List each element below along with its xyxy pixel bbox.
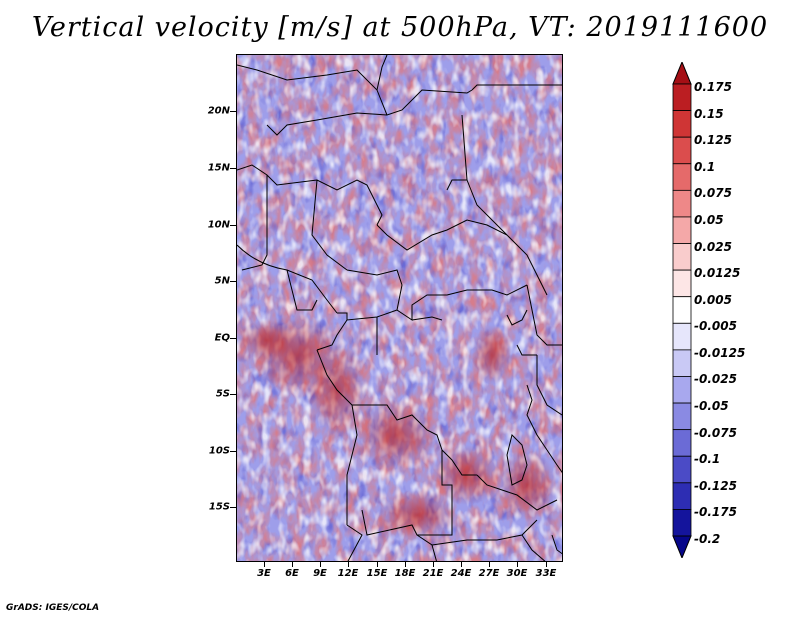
colorbar-label: 0.025 [694,239,732,254]
longitude-tick [377,562,378,567]
longitude-label-3e: 3E [257,568,271,579]
longitude-label-6e: 6E [285,568,299,579]
longitude-label-15e: 15E [366,568,388,579]
latitude-tick [230,111,236,112]
longitude-tick [461,562,462,567]
colorbar-segment [672,402,692,431]
colorbar-label: 0.125 [694,133,732,148]
colorbar-label: -0.075 [694,425,737,440]
grads-credit: GrADS: IGES/COLA [6,603,100,613]
colorbar-label: -0.125 [694,478,737,493]
latitude-label-10s: 10S [208,445,230,457]
colorbar-segment [672,509,692,537]
colorbar-segment [672,136,692,165]
colorbar-label: 0.175 [694,80,732,94]
latitude-tick [230,394,236,395]
latitude-label-10n: 10N [207,219,230,231]
colorbar-label: -0.0125 [694,345,746,360]
longitude-label-12e: 12E [337,568,359,579]
latitude-label-5n: 5N [214,275,230,287]
longitude-label-18e: 18E [394,568,416,579]
longitude-label-24e: 24E [450,568,472,579]
map-plot-area [236,54,563,562]
latitude-tick [230,225,236,226]
longitude-tick [292,562,293,567]
colorbar-label: 0.005 [694,292,732,307]
colorbar-segment [672,376,692,404]
colorbar-label: 0.1 [694,159,716,174]
colorbar-segment [672,83,692,111]
latitude-tick [230,451,236,452]
colorbar-segment [672,455,692,484]
colorbar-bottom-arrow [672,535,692,558]
longitude-tick [405,562,406,567]
longitude-tick [517,562,518,567]
colorbar-segment [672,216,692,244]
colorbar-segment [672,322,692,351]
colorbar-segment [672,269,692,298]
colorbar-segment [672,243,692,271]
longitude-label-30e: 30E [506,568,528,579]
colorbar-label: 0.075 [694,186,732,201]
longitude-label-9e: 9E [313,568,327,579]
vertical-velocity-field [237,55,562,561]
longitude-label-27e: 27E [478,568,500,579]
colorbar-label: 0.15 [694,106,724,121]
latitude-label-15n: 15N [207,162,230,174]
latitude-tick [230,507,236,508]
longitude-label-21e: 21E [422,568,444,579]
longitude-tick [348,562,349,567]
latitude-tick [230,338,236,339]
colorbar-label: -0.025 [694,372,737,387]
colorbar-segment [672,482,692,510]
longitude-tick [320,562,321,567]
latitude-tick [230,281,236,282]
longitude-tick [264,562,265,567]
colorbar-label: -0.05 [694,399,729,414]
colorbar-label: 0.05 [694,212,724,227]
colorbar-label: -0.2 [694,532,721,546]
colorbar-label: -0.1 [694,452,721,467]
longitude-tick [546,562,547,567]
colorbar [672,62,692,558]
colorbar-label: -0.175 [694,505,737,520]
colorbar-segment [672,429,692,457]
latitude-label-eq: EQ [214,332,230,344]
latitude-label-20n: 20N [207,105,230,117]
longitude-label-33e: 33E [535,568,557,579]
colorbar-segment [672,189,692,218]
colorbar-label: 0.0125 [694,266,741,281]
longitude-tick [433,562,434,567]
country-borders [237,55,562,561]
colorbar-segment [672,163,692,191]
latitude-label-5s: 5S [215,388,230,400]
colorbar-label: -0.005 [694,319,737,334]
colorbar-segment [672,296,692,324]
colorbar-segment [672,110,692,138]
colorbar-segment [672,349,692,377]
latitude-tick [230,168,236,169]
map-title: Vertical velocity [m/s] at 500hPa, VT: 2… [31,12,769,43]
colorbar-top-arrow [672,62,692,85]
latitude-label-15s: 15S [208,501,230,513]
longitude-tick [489,562,490,567]
